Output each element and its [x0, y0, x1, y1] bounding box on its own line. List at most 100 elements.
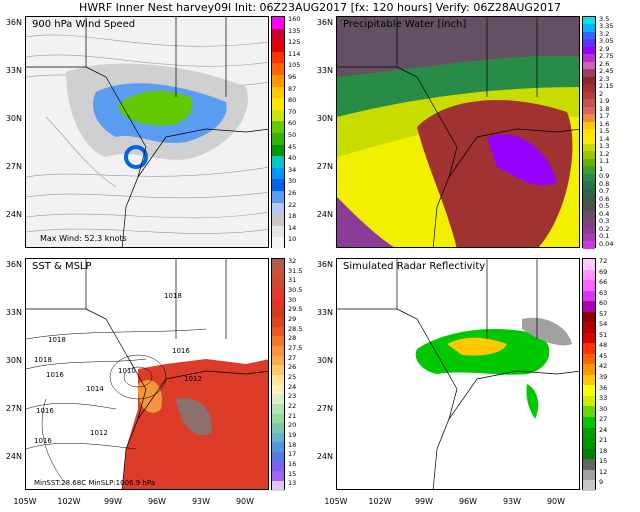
colorbar-swatch [272, 307, 284, 317]
colorbar-label: 1.1 [599, 157, 610, 166]
colorbar-swatch [583, 203, 595, 212]
reflectivity-colorbar [582, 258, 596, 491]
sst-slp-minimums: MinSST:28.68C MinSLP:1006.9 hPa [34, 479, 156, 487]
colorbar-label: 80 [288, 96, 297, 105]
isobar-label: 1012 [184, 375, 202, 383]
colorbar-label: 1.4 [599, 134, 610, 143]
colorbar-swatch [583, 226, 595, 234]
isobar-label: 1018 [34, 356, 52, 364]
colorbar-swatch [583, 259, 595, 270]
colorbar-swatch [583, 24, 595, 32]
colorbar-label: 1 [599, 164, 604, 173]
colorbar-label: 0.2 [599, 224, 610, 233]
radar-reflectivity-map [337, 259, 579, 489]
colorbar-label: 3.35 [599, 22, 614, 31]
colorbar-label: 0.5 [599, 202, 610, 211]
colorbar-label: 27.5 [288, 344, 303, 352]
colorbar-label: 31 [288, 276, 297, 285]
colorbar-label: 60 [288, 119, 297, 128]
colorbar-swatch [272, 326, 284, 337]
radar-reflectivity-panel: Simulated Radar Reflectivity [336, 258, 580, 490]
colorbar-label: 114 [288, 49, 301, 58]
colorbar-swatch [272, 167, 284, 180]
latitude-label: 30N [316, 114, 333, 123]
colorbar-swatch [583, 31, 595, 40]
colorbar-label: 32 [288, 257, 297, 265]
longitude-label: 90W [546, 497, 566, 506]
colorbar-label: 27 [599, 415, 608, 424]
radar-panel-title: Simulated Radar Reflectivity [343, 261, 486, 272]
colorbar-label: 28 [288, 334, 297, 343]
isobar-label: 1016 [36, 407, 54, 415]
colorbar-label: 14 [288, 223, 297, 232]
colorbar-swatch [583, 158, 595, 167]
isobar-label: 1018 [164, 292, 182, 300]
longitude-label: 93W [191, 497, 211, 506]
colorbar-swatch [272, 109, 284, 122]
colorbar-label: 25 [288, 373, 297, 381]
wind-colorbar [271, 16, 285, 249]
colorbar-swatch [583, 143, 595, 152]
longitude-label: 99W [414, 497, 434, 506]
colorbar-swatch [583, 46, 595, 55]
colorbar-label: 0.04 [599, 239, 614, 248]
colorbar-swatch [583, 39, 595, 47]
colorbar-label: 45 [599, 351, 608, 360]
colorbar-swatch [272, 394, 284, 404]
colorbar-label: 50 [288, 131, 297, 139]
colorbar-label: 72 [599, 257, 608, 265]
colorbar-label: 2.9 [599, 44, 610, 53]
colorbar-label: 2 [599, 89, 604, 98]
colorbar-label: 42 [599, 362, 608, 371]
latitude-label: 36N [316, 260, 333, 269]
colorbar-swatch [583, 151, 595, 159]
colorbar-label: 13 [288, 479, 297, 488]
colorbar-label: 135 [288, 26, 301, 35]
colorbar-swatch [272, 287, 284, 298]
colorbar-swatch [583, 218, 595, 227]
heavy-rain-core [447, 337, 507, 356]
colorbar-swatch [583, 84, 595, 92]
colorbar-label: 29 [288, 315, 297, 323]
colorbar-label: 1.8 [599, 104, 610, 113]
colorbar-swatch [272, 316, 284, 327]
pw-panel-title: Precipitable Water [inch] [343, 19, 467, 30]
colorbar-swatch [583, 211, 595, 219]
colorbar-label: 26 [288, 363, 297, 372]
colorbar-label: 1.2 [599, 149, 610, 158]
colorbar-swatch [272, 86, 284, 99]
colorbar-label: 18 [288, 212, 297, 221]
colorbar-swatch [583, 269, 595, 281]
latitude-label: 33N [5, 308, 22, 317]
longitude-label: 102W [57, 497, 81, 506]
colorbar-swatch [272, 268, 284, 279]
colorbar-label: 3.2 [599, 29, 610, 38]
colorbar-swatch [272, 481, 284, 491]
colorbar-label: 1.3 [599, 142, 610, 151]
latitude-label: 24N [5, 452, 22, 461]
colorbar-swatch [272, 225, 284, 238]
colorbar-swatch [583, 416, 595, 428]
colorbar-swatch [583, 61, 595, 70]
latitude-label: 27N [316, 162, 333, 171]
wind-speed-panel: 900 hPa Wind Speed Max Wind: 52.3 knots [25, 16, 269, 248]
colorbar-label: 70 [288, 107, 297, 116]
isobar-lines [26, 328, 207, 485]
colorbar-label: 22 [288, 200, 297, 209]
colorbar-swatch [272, 461, 284, 472]
colorbar-label: 30 [288, 177, 297, 186]
colorbar-label: 23 [288, 392, 297, 401]
colorbar-swatch [583, 406, 595, 417]
isobar-label: 1016 [172, 347, 190, 355]
colorbar-label: 2.15 [599, 82, 614, 91]
latitude-label: 36N [316, 18, 333, 27]
colorbar-swatch [272, 336, 284, 346]
colorbar-swatch [272, 51, 284, 64]
isobar-label: 1018 [48, 336, 66, 344]
colorbar-swatch [583, 99, 595, 107]
colorbar-label: 28.5 [288, 324, 303, 333]
storm-center-ring [124, 145, 148, 169]
colorbar-swatch [583, 311, 595, 323]
colorbar-label: 60 [599, 299, 608, 308]
colorbar-label: 34 [288, 165, 297, 174]
